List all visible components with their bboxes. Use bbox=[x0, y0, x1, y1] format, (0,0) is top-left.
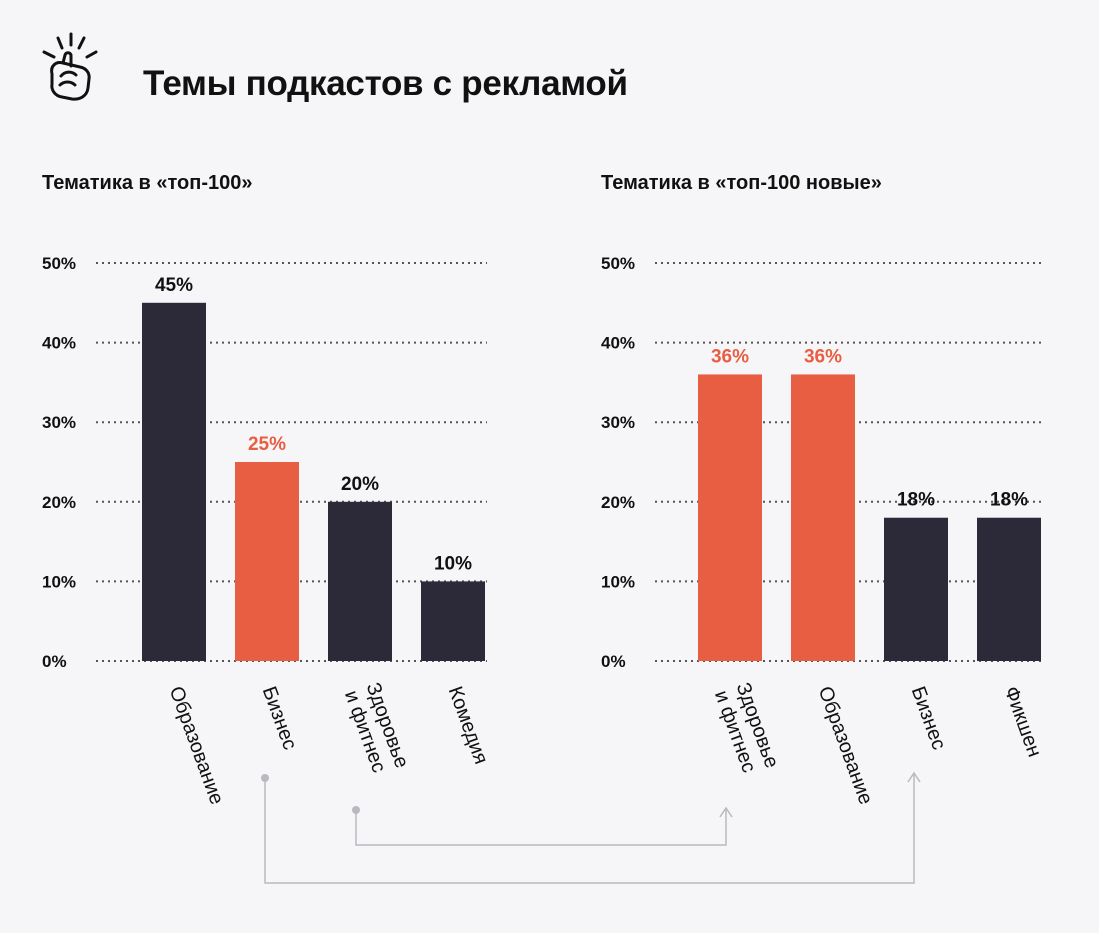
left-value-label: 45% bbox=[155, 275, 193, 296]
connector-arrowhead bbox=[907, 771, 921, 783]
left-y-tick-label: 50% bbox=[42, 254, 76, 273]
right-y-tick-label: 0% bbox=[601, 652, 626, 671]
left-value-label: 25% bbox=[248, 434, 286, 455]
left-category-label: Здоровьеи фитнес bbox=[340, 680, 413, 779]
right-category-label: Бизнес bbox=[907, 684, 950, 753]
right-value-label: 18% bbox=[990, 490, 1028, 511]
left-category-label: Бизнес bbox=[258, 684, 301, 753]
left-bar bbox=[235, 462, 299, 661]
left-y-tick-label: 20% bbox=[42, 493, 76, 512]
right-chart-title: Тематика в «топ-100 новые» bbox=[601, 172, 882, 194]
left-bar bbox=[421, 581, 485, 661]
right-category-label: Фикшен bbox=[1000, 684, 1046, 760]
left-bar bbox=[328, 501, 392, 661]
page-title: Темы подкастов с рекламой bbox=[143, 64, 628, 103]
right-bar bbox=[977, 517, 1041, 661]
connector-line bbox=[264, 773, 915, 884]
right-value-label: 36% bbox=[711, 346, 749, 367]
right-bar bbox=[698, 374, 762, 661]
right-y-tick-label: 40% bbox=[601, 334, 635, 353]
header: Темы подкастов с рекламой bbox=[38, 30, 1058, 120]
right-y-tick-label: 30% bbox=[601, 413, 635, 432]
left-category-label: Комедия bbox=[444, 684, 492, 768]
right-bar bbox=[791, 374, 855, 661]
right-value-label: 18% bbox=[897, 490, 935, 511]
left-y-tick-label: 30% bbox=[42, 413, 76, 432]
right-category-label: Образование bbox=[814, 684, 877, 808]
right-y-tick-label: 50% bbox=[601, 254, 635, 273]
right-value-label: 36% bbox=[804, 346, 842, 367]
left-y-tick-label: 0% bbox=[42, 652, 67, 671]
left-bar bbox=[142, 302, 206, 661]
right-category-label: Здоровьеи фитнес bbox=[710, 680, 783, 779]
snapping-fingers-icon bbox=[42, 32, 98, 101]
left-y-tick-label: 40% bbox=[42, 334, 76, 353]
left-category-label: Образование bbox=[165, 684, 228, 808]
left-chart-title: Тематика в «топ-100» bbox=[42, 172, 253, 194]
right-bar bbox=[884, 517, 948, 661]
left-value-label: 10% bbox=[434, 553, 472, 574]
left-value-label: 20% bbox=[341, 474, 379, 495]
right-y-tick-label: 10% bbox=[601, 572, 635, 591]
connector-arrowhead bbox=[719, 806, 733, 818]
connector-line bbox=[355, 808, 727, 846]
right-y-tick-label: 20% bbox=[601, 493, 635, 512]
left-y-tick-label: 10% bbox=[42, 572, 76, 591]
